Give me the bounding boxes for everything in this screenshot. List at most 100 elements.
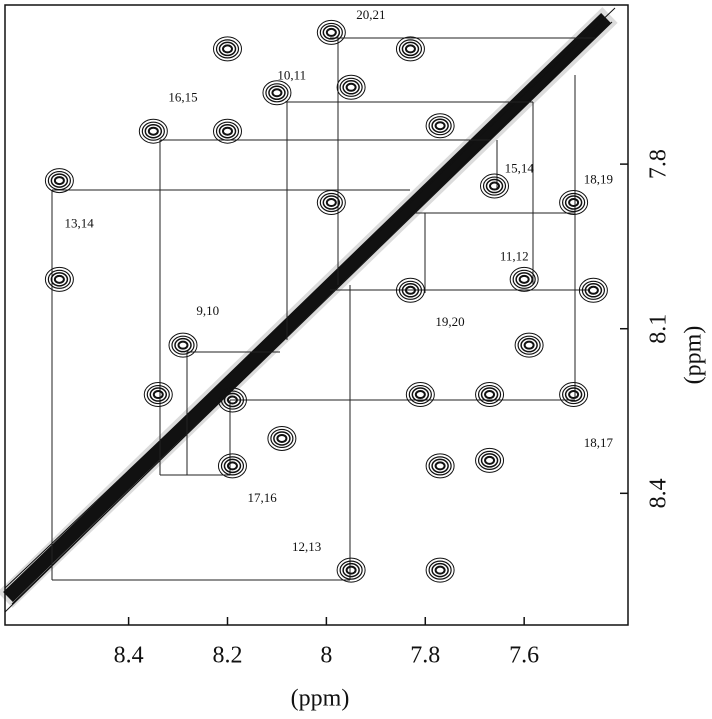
x-tick-label: 7.8 [410,643,440,669]
contour [336,557,366,583]
contour [168,332,198,358]
x-tick-label: 7.6 [509,643,539,669]
contour [515,272,533,287]
cross-peak [559,382,589,408]
contour [47,269,71,289]
contour [316,190,346,216]
contour [398,280,423,300]
contour [146,384,170,405]
contour [401,283,420,298]
contour [220,456,245,476]
cross-peak [578,277,608,303]
cross-peak [143,382,173,408]
y-tick-label: 7.8 [646,149,672,179]
cross-peak [475,382,505,408]
contour [480,173,509,199]
contour [217,453,247,479]
contour [143,382,173,408]
contour [316,19,346,45]
contour [431,458,449,474]
cross-peak [213,118,242,144]
contour [319,192,343,213]
y-tick-label: 8.4 [646,478,672,508]
contour [50,272,69,287]
contour [322,25,341,40]
cross-peak [395,36,425,62]
contour [587,285,599,295]
contour [584,283,603,298]
contour [339,560,363,580]
cross-peak [395,277,425,303]
contour [428,116,452,136]
contour [174,337,192,353]
contour [581,280,605,300]
contour [276,433,288,443]
y-tick-label: 8.1 [646,314,672,344]
contour [480,387,499,402]
peak-label: 20,21 [356,7,385,22]
connectivity-lines [51,37,595,581]
contour [425,453,455,479]
contour [475,447,505,473]
peak-label: 15,14 [505,161,535,176]
contour [325,198,337,208]
contour [425,113,455,139]
contour [434,565,446,575]
contour [431,118,449,133]
contour [559,190,589,216]
contour [53,274,65,284]
cross-peak [316,190,346,216]
y-axis-label: (ppm) [681,326,707,385]
cross-peak [138,118,168,144]
contour [484,390,496,400]
contour [489,181,500,191]
cross-peak [425,557,455,583]
contour [480,453,499,468]
cross-peak [316,19,346,45]
contour [342,562,360,578]
contour [523,340,535,350]
cross-peak [213,36,242,62]
peak-label: 11,12 [500,248,529,263]
contour [218,41,237,57]
contour [411,387,430,402]
cross-peak [44,266,74,292]
cross-peak [262,80,292,106]
contour [404,44,416,54]
contour [267,425,297,451]
contour [401,41,420,57]
peak-label: 10,11 [277,67,306,82]
contour [345,565,357,575]
contour [404,285,416,295]
contour [477,450,502,470]
contour [475,382,505,408]
contour [213,36,242,62]
cross-peak [425,113,455,139]
contour [434,121,446,131]
contour [428,456,452,476]
contour [53,176,65,186]
contour [268,85,286,101]
contour [428,560,452,580]
contour [564,195,583,210]
contour [223,392,242,408]
contour [484,455,496,465]
contour [482,176,507,196]
contour [485,178,504,194]
contour [213,118,242,144]
peak-label: 18,17 [584,435,614,450]
contour [578,277,608,303]
contour [345,82,357,92]
contour [265,83,289,103]
contour [414,390,426,400]
contour [564,387,583,402]
contour [568,198,580,208]
cross-peak [217,453,247,479]
contour [342,80,360,95]
contour [177,340,189,350]
contour [336,74,366,100]
contour [262,80,292,106]
peak-label: 9,10 [196,303,219,318]
